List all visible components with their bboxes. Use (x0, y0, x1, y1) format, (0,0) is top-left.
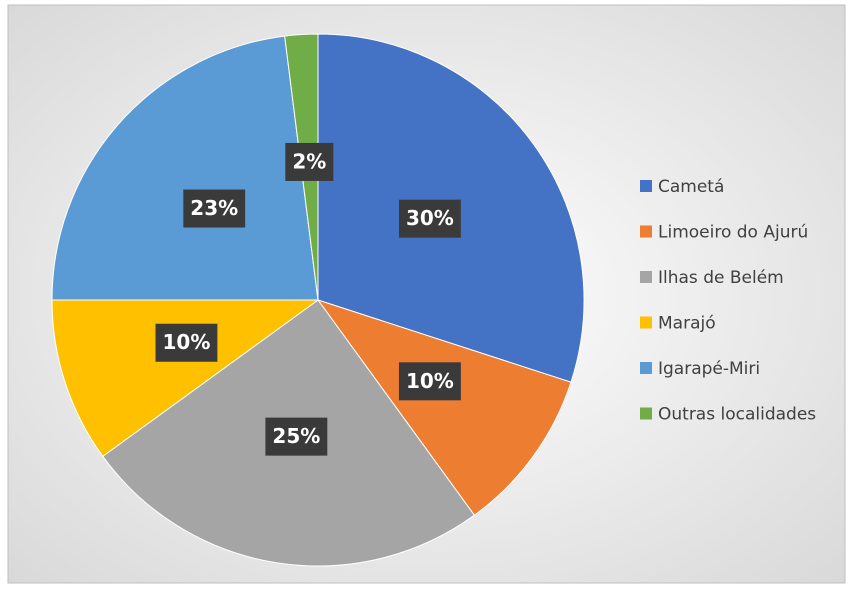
legend-label: Ilhas de Belém (658, 268, 784, 288)
legend-swatch (640, 225, 652, 238)
legend-label: Igarapé-Miri (658, 359, 760, 379)
data-label: 23% (190, 196, 238, 220)
pie-slice (316, 299, 572, 516)
data-label: 2% (292, 149, 326, 173)
data-label-box (155, 323, 218, 362)
data-label-box (398, 362, 461, 401)
legend-swatch (640, 271, 652, 283)
legend-label: Outras localidades (658, 405, 816, 425)
legend-label: Cametá (658, 177, 724, 197)
pie-slice (51, 299, 320, 458)
data-label-box (285, 142, 334, 181)
data-label: 25% (272, 424, 320, 448)
data-label: 10% (163, 330, 211, 354)
pie-slice (51, 35, 319, 301)
data-label: 10% (406, 369, 454, 393)
data-label-box (265, 417, 328, 456)
data-label-box (398, 199, 461, 238)
legend-swatch (640, 362, 652, 374)
data-label: 30% (406, 206, 454, 230)
legend-swatch (640, 316, 652, 329)
legend-label: Marajó (658, 314, 716, 334)
legend-swatch (640, 180, 652, 192)
legend-swatch (640, 407, 652, 420)
legend-label: Limoeiro do Ajurú (658, 223, 808, 243)
data-label-box (183, 189, 246, 228)
